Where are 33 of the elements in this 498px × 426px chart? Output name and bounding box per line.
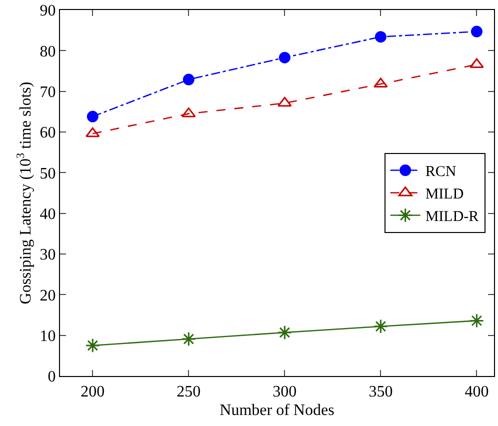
point	[374, 31, 386, 43]
point	[182, 107, 196, 118]
y-tick-label: 80	[40, 43, 56, 60]
point	[278, 96, 292, 107]
x-axis-title: Number of Nodes	[220, 402, 334, 419]
point	[86, 110, 98, 122]
point	[277, 325, 292, 340]
point	[469, 313, 484, 328]
x-tick-label: 400	[464, 383, 489, 400]
point	[85, 338, 100, 353]
legend-label: MILD-R	[425, 209, 479, 226]
y-tick-label: 0	[48, 368, 56, 386]
point	[373, 319, 388, 334]
y-tick-label: 70	[40, 84, 56, 101]
x-tick-label: 350	[368, 383, 393, 400]
point	[470, 26, 482, 38]
legend-label: MILD	[425, 186, 464, 203]
y-tick-label: 20	[40, 287, 56, 304]
legend-label: RCN	[425, 164, 456, 180]
point	[182, 74, 194, 86]
point	[86, 127, 100, 138]
point	[181, 332, 196, 346]
x-tick-label: 200	[80, 383, 105, 400]
y-tick-label: 10	[40, 328, 56, 345]
y-tick-label: 60	[40, 124, 56, 142]
point	[278, 52, 290, 64]
y-tick-label: 90	[40, 2, 56, 20]
point	[374, 78, 388, 88]
y-tick-label: 30	[40, 246, 56, 264]
x-tick-label: 250	[176, 383, 201, 400]
y-tick-label: 40	[40, 206, 56, 223]
y-tick-label: 50	[40, 165, 56, 182]
x-tick-label: 300	[272, 383, 297, 400]
